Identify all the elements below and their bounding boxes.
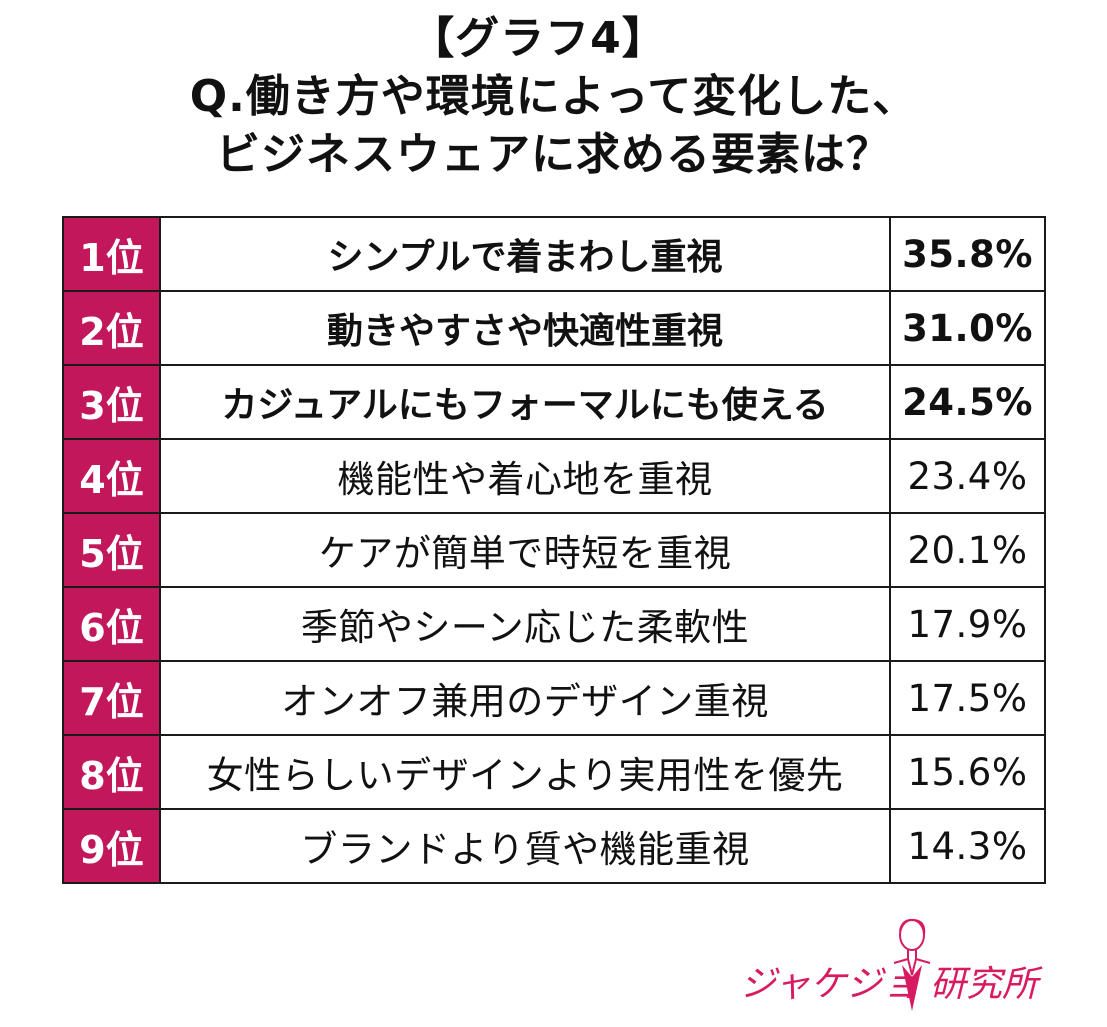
item-label: ブランドより質や機能重視 — [159, 808, 891, 884]
item-label: 動きやすさや快適性重視 — [159, 290, 891, 366]
percent-value: 35.8% — [889, 216, 1046, 292]
percent-value: 17.5% — [889, 660, 1046, 736]
woman-figure-icon — [893, 918, 931, 1011]
table-row: 6位 季節やシーン応じた柔軟性 17.9% — [62, 586, 1046, 662]
table-row: 5位 ケアが簡単で時短を重視 20.1% — [62, 512, 1046, 588]
rank-label: 8位 — [62, 734, 161, 810]
brand-logo: ジャケジョ 研究所 — [740, 915, 1070, 1015]
item-label: 女性らしいデザインより実用性を優先 — [159, 734, 891, 810]
table-row: 4位 機能性や着心地を重視 23.4% — [62, 438, 1046, 514]
logo-text-right: 研究所 — [930, 964, 1039, 1005]
item-label: シンプルで着まわし重視 — [159, 216, 891, 292]
title-line-3: ビジネスウェアに求める要素は？ — [216, 129, 891, 180]
title-line-2: Q.働き方や環境によって変化した、 — [189, 71, 918, 122]
rank-label: 5位 — [62, 512, 161, 588]
table-row: 1位 シンプルで着まわし重視 35.8% — [62, 216, 1046, 292]
rank-label: 7位 — [62, 660, 161, 736]
item-label: オンオフ兼用のデザイン重視 — [159, 660, 891, 736]
table-row: 8位 女性らしいデザインより実用性を優先 15.6% — [62, 734, 1046, 810]
percent-value: 14.3% — [889, 808, 1046, 884]
logo-text-left: ジャケジョ — [740, 964, 919, 1005]
ranking-table: 1位 シンプルで着まわし重視 35.8% 2位 動きやすさや快適性重視 31.0% 3位 カジ… — [62, 216, 1046, 884]
chart-title: 【グラフ4】 Q.働き方や環境によって変化した、 ビジネスウェアに求める要素は？ — [0, 10, 1107, 184]
rank-label: 1位 — [62, 216, 161, 292]
rank-label: 6位 — [62, 586, 161, 662]
percent-value: 24.5% — [889, 364, 1046, 440]
rank-label: 3位 — [62, 364, 161, 440]
title-line-1: 【グラフ4】 — [410, 13, 667, 64]
item-label: 季節やシーン応じた柔軟性 — [159, 586, 891, 662]
item-label: 機能性や着心地を重視 — [159, 438, 891, 514]
table-row: 2位 動きやすさや快適性重視 31.0% — [62, 290, 1046, 366]
table-row: 7位 オンオフ兼用のデザイン重視 17.5% — [62, 660, 1046, 736]
table-row: 9位 ブランドより質や機能重視 14.3% — [62, 808, 1046, 884]
percent-value: 15.6% — [889, 734, 1046, 810]
rank-label: 2位 — [62, 290, 161, 366]
table-row: 3位 カジュアルにもフォーマルにも使える 24.5% — [62, 364, 1046, 440]
percent-value: 20.1% — [889, 512, 1046, 588]
percent-value: 23.4% — [889, 438, 1046, 514]
percent-value: 31.0% — [889, 290, 1046, 366]
item-label: ケアが簡単で時短を重視 — [159, 512, 891, 588]
item-label: カジュアルにもフォーマルにも使える — [159, 364, 891, 440]
rank-label: 4位 — [62, 438, 161, 514]
rank-label: 9位 — [62, 808, 161, 884]
percent-value: 17.9% — [889, 586, 1046, 662]
